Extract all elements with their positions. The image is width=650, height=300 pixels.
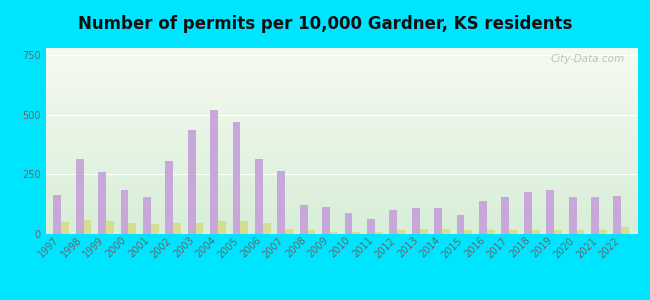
Bar xyxy=(501,197,510,234)
Bar xyxy=(165,161,173,234)
Bar xyxy=(554,230,562,234)
Bar xyxy=(278,171,285,234)
Text: Number of permits per 10,000 Gardner, KS residents: Number of permits per 10,000 Gardner, KS… xyxy=(78,15,572,33)
Bar xyxy=(420,229,428,234)
Bar xyxy=(61,222,69,234)
Bar xyxy=(621,227,629,234)
Bar xyxy=(510,230,517,234)
Bar xyxy=(240,221,248,234)
Bar xyxy=(352,232,360,234)
Bar xyxy=(53,195,61,234)
Bar xyxy=(367,218,375,234)
Bar xyxy=(465,230,473,234)
Bar xyxy=(120,190,129,234)
Bar xyxy=(84,220,92,234)
Bar xyxy=(285,229,293,234)
Bar xyxy=(151,224,159,234)
Bar xyxy=(389,210,397,234)
Bar xyxy=(106,221,114,234)
Bar xyxy=(546,190,554,234)
Bar xyxy=(397,230,405,234)
Bar xyxy=(188,130,196,234)
Text: City-Data.com: City-Data.com xyxy=(551,54,625,64)
Bar xyxy=(524,192,532,234)
Bar xyxy=(98,172,106,234)
Bar xyxy=(263,223,270,234)
Bar xyxy=(442,229,450,234)
Bar xyxy=(614,196,621,234)
Bar xyxy=(577,230,584,234)
Bar xyxy=(129,223,136,234)
Bar xyxy=(196,223,203,234)
Bar xyxy=(143,197,151,234)
Bar xyxy=(210,110,218,234)
Bar xyxy=(434,208,442,234)
Bar xyxy=(307,230,315,234)
Bar xyxy=(479,201,487,234)
Bar xyxy=(76,159,84,234)
Bar xyxy=(591,197,599,234)
Bar xyxy=(322,207,330,234)
Bar xyxy=(233,122,240,234)
Bar xyxy=(173,223,181,234)
Bar xyxy=(255,159,263,234)
Bar xyxy=(599,230,606,234)
Bar xyxy=(330,232,338,234)
Bar xyxy=(412,208,420,234)
Bar xyxy=(457,215,465,234)
Bar xyxy=(487,230,495,234)
Bar xyxy=(300,206,307,234)
Bar xyxy=(218,221,226,234)
Bar xyxy=(344,212,352,234)
Bar xyxy=(375,232,383,234)
Bar xyxy=(532,230,539,234)
Bar xyxy=(569,197,577,234)
